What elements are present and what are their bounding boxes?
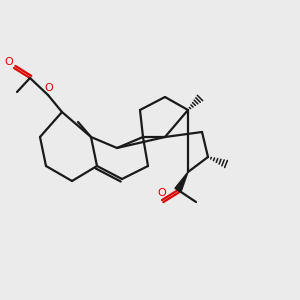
Text: O: O (45, 83, 53, 93)
Polygon shape (175, 172, 188, 192)
Text: O: O (4, 57, 13, 67)
Text: O: O (158, 188, 166, 198)
